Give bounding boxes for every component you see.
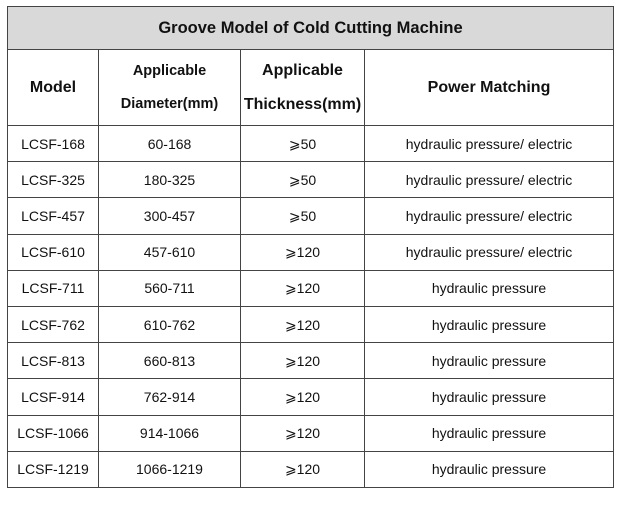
table-row: LCSF-914 762-914 ⩾120 hydraulic pressure	[7, 378, 615, 416]
table-title: Groove Model of Cold Cutting Machine	[6, 6, 615, 50]
cell-power: hydraulic pressure	[363, 378, 615, 416]
header-model: Model	[7, 49, 99, 126]
cell-thickness: ⩾120	[240, 378, 365, 416]
cell-model: LCSF-762	[7, 305, 99, 344]
cell-diameter: 457-610	[98, 233, 241, 271]
table-row: LCSF-457 300-457 ⩾50 hydraulic pressure/…	[7, 197, 615, 235]
cell-thickness: ⩾120	[240, 342, 365, 380]
cell-model: LCSF-1219	[7, 450, 99, 488]
cell-power: hydraulic pressure	[363, 305, 615, 344]
header-thickness: Applicable Thickness(mm)	[240, 49, 365, 126]
cell-model: LCSF-813	[7, 342, 99, 380]
cell-diameter: 762-914	[98, 378, 241, 416]
table-row: LCSF-813 660-813 ⩾120 hydraulic pressure	[7, 342, 615, 380]
table-row: LCSF-762 610-762 ⩾120 hydraulic pressure	[7, 305, 615, 344]
cell-power: hydraulic pressure/ electric	[363, 124, 615, 163]
cell-diameter: 60-168	[98, 124, 241, 163]
cell-power: hydraulic pressure	[363, 269, 615, 307]
cell-power: hydraulic pressure/ electric	[363, 197, 615, 235]
table-row: LCSF-1066 914-1066 ⩾120 hydraulic pressu…	[7, 414, 615, 452]
table-row: LCSF-610 457-610 ⩾120 hydraulic pressure…	[7, 233, 615, 271]
title-row: Groove Model of Cold Cutting Machine	[6, 6, 615, 50]
cell-thickness: ⩾120	[240, 450, 365, 488]
cell-model: LCSF-457	[7, 197, 99, 235]
cell-diameter: 660-813	[98, 342, 241, 380]
header-thickness-line1: Applicable	[262, 61, 343, 79]
cell-diameter: 560-711	[98, 269, 241, 307]
cell-thickness: ⩾50	[240, 161, 365, 199]
cell-power: hydraulic pressure/ electric	[363, 161, 615, 199]
cell-power: hydraulic pressure	[363, 450, 615, 488]
header-diameter-line2: Diameter(mm)	[120, 95, 219, 112]
cell-diameter: 610-762	[98, 305, 241, 344]
table-row: LCSF-711 560-711 ⩾120 hydraulic pressure	[7, 269, 615, 307]
cell-diameter: 300-457	[98, 197, 241, 235]
cell-power: hydraulic pressure/ electric	[363, 233, 615, 271]
header-row: Model Applicable Diameter(mm) Applicable…	[7, 49, 615, 126]
cell-model: LCSF-168	[7, 124, 99, 163]
cell-thickness: ⩾120	[240, 414, 365, 452]
table-row: LCSF-168 60-168 ⩾50 hydraulic pressure/ …	[7, 124, 615, 163]
cell-diameter: 914-1066	[98, 414, 241, 452]
header-diameter: Applicable Diameter(mm)	[98, 49, 241, 126]
cell-model: LCSF-1066	[7, 414, 99, 452]
spec-table-container: Groove Model of Cold Cutting Machine Mod…	[6, 6, 615, 488]
cell-thickness: ⩾50	[240, 124, 365, 163]
cell-thickness: ⩾120	[240, 233, 365, 271]
cell-power: hydraulic pressure	[363, 414, 615, 452]
header-thickness-line2: Thickness(mm)	[243, 95, 362, 113]
cell-model: LCSF-610	[7, 233, 99, 271]
cell-model: LCSF-325	[7, 161, 99, 199]
cell-diameter: 180-325	[98, 161, 241, 199]
cell-diameter: 1066-1219	[98, 450, 241, 488]
cell-model: LCSF-914	[7, 378, 99, 416]
table-row: LCSF-325 180-325 ⩾50 hydraulic pressure/…	[7, 161, 615, 199]
cell-thickness: ⩾120	[240, 269, 365, 307]
table-row: LCSF-1219 1066-1219 ⩾120 hydraulic press…	[7, 450, 615, 488]
cell-thickness: ⩾120	[240, 305, 365, 344]
cell-thickness: ⩾50	[240, 197, 365, 235]
spec-table: Groove Model of Cold Cutting Machine Mod…	[6, 6, 615, 488]
header-diameter-line1: Applicable	[132, 63, 207, 79]
cell-model: LCSF-711	[7, 269, 99, 307]
header-power: Power Matching	[363, 49, 615, 126]
cell-power: hydraulic pressure	[363, 342, 615, 380]
